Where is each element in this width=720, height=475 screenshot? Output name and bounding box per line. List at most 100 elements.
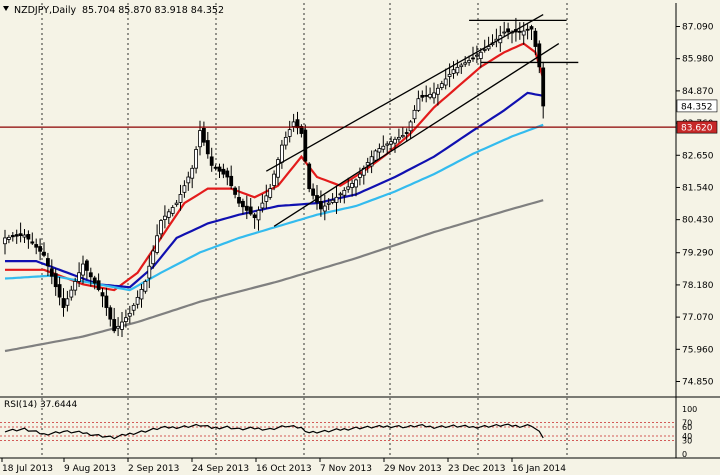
candle [478,48,483,68]
candle [233,186,238,199]
price-tick-label: 80.430 [682,216,714,226]
candle [525,24,530,40]
rsi-line [4,423,544,440]
candle [190,165,195,189]
candle [459,62,464,74]
candle [3,229,7,255]
candle [346,177,351,193]
candle [225,167,230,186]
candle [38,238,42,261]
candle [127,305,132,324]
date-tick-label: 9 Aug 2013 [64,464,116,474]
last-price-badge-text: 84.352 [681,102,713,112]
candle [139,283,144,308]
candle [455,59,460,76]
candle [416,90,421,112]
candle [53,268,58,296]
support-price-badge-text: 83.620 [681,124,713,134]
price-tick-label: 79.290 [682,249,714,259]
candle [287,120,292,143]
candle [248,197,253,216]
candle [85,259,89,280]
candle [162,205,167,229]
trend-channel [0,14,676,227]
date-tick-label: 18 Jul 2013 [2,464,53,474]
candle [338,191,343,203]
candle [412,105,417,123]
date-tick-label: 24 Sep 2013 [192,464,249,474]
candle [381,135,386,153]
candle [389,136,394,151]
candle [533,28,538,55]
rsi-tick-label: 70 [682,419,692,428]
candle [350,179,355,197]
candle [88,267,93,287]
candle [221,163,226,179]
candle [92,275,97,290]
candle [451,61,456,79]
candle [147,255,152,289]
candle [369,150,374,174]
candle [240,198,245,215]
candle [443,68,448,90]
candle [143,279,148,294]
candle [291,113,296,132]
price-tick-label: 78.180 [682,281,714,291]
candle [408,120,413,139]
candle [256,206,261,231]
candle [26,230,31,249]
date-tick-label: 23 Dec 2013 [448,464,506,474]
candle [400,127,405,139]
candle [303,124,308,163]
date-tick-label: 29 Nov 2013 [384,464,442,474]
candle [330,193,335,205]
candle [42,242,46,258]
collapse-arrow-icon[interactable] [3,6,9,11]
candle [46,252,50,277]
candle [14,229,19,244]
candle [81,255,85,284]
candle [377,143,382,158]
candle [201,121,206,146]
candle [424,85,429,103]
rsi-tick-label: 40 [682,432,692,441]
candle [435,84,440,106]
date-tick-label: 16 Oct 2013 [256,464,312,474]
candle [213,164,218,171]
candle [373,149,378,162]
candle [178,184,183,211]
price-tick-label: 85.980 [682,55,714,65]
candle [194,146,199,174]
rsi-levels [0,422,676,441]
candle [166,208,171,224]
price-tick-label: 87.090 [682,22,714,32]
candle [432,82,436,104]
candle [205,131,210,159]
chart-header: NZDJPY,Daily 85.704 85.870 83.918 84.352 [3,5,224,16]
candle [229,165,234,190]
candle [217,163,222,178]
candle [61,288,66,317]
rsi-tick-label: 100 [682,405,697,414]
time-axis: 18 Jul 2013 9 Aug 2013 2 Sep 2013 24 Sep 20… [1,458,566,474]
candle [237,186,241,207]
candle [30,232,35,245]
candle [22,228,27,244]
candle [209,147,214,172]
candle [268,183,273,200]
candle [517,22,522,40]
candle [198,120,202,156]
candle [272,170,277,191]
candle [311,183,316,200]
channel-upper-line[interactable] [265,14,544,172]
candle [69,285,74,301]
candle [77,262,81,287]
candle [474,45,479,64]
candle [529,24,534,40]
candle [420,90,425,102]
rsi-label: RSI(14) 37.6444 [4,400,77,410]
price-tick-label: 82.650 [682,151,714,161]
channel-lower-line[interactable] [273,43,560,227]
candle [276,157,280,186]
